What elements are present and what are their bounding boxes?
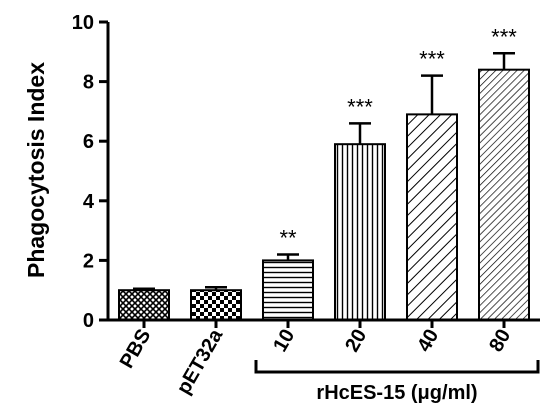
x-tick-label: 10: [269, 326, 299, 356]
x-tick-label: PBS: [116, 326, 156, 373]
significance-marker: **: [279, 225, 297, 250]
x-tick-label: 40: [413, 326, 443, 356]
significance-marker: ***: [419, 47, 445, 72]
y-tick-label: 6: [83, 131, 94, 153]
x-tick-label: 20: [341, 326, 371, 356]
y-axis: 0 2 4 6 8 10: [72, 12, 110, 332]
y-axis-label: Phagocytosis Index: [23, 62, 49, 278]
y-tick-label: 4: [83, 191, 95, 213]
y-tick-label: 8: [83, 72, 94, 94]
y-tick-label: 0: [83, 310, 94, 332]
y-tick-label: 2: [83, 250, 94, 272]
bars: ***********: [118, 24, 530, 322]
dose-group-label: rHcES-15 (μg/ml): [316, 382, 477, 404]
bar-80: [478, 68, 530, 322]
bar-20: [334, 143, 386, 321]
significance-marker: ***: [491, 24, 517, 49]
significance-marker: ***: [347, 94, 373, 119]
bar-10: [262, 259, 314, 321]
dose-group-bracket: [254, 360, 540, 374]
x-tick-label: 80: [485, 326, 515, 356]
y-tick-label: 10: [72, 12, 94, 34]
bar-40: [406, 113, 458, 321]
bar-pET32a: [190, 289, 242, 322]
x-tick-label: pET32a: [173, 325, 228, 398]
bar-PBS: [118, 289, 170, 322]
